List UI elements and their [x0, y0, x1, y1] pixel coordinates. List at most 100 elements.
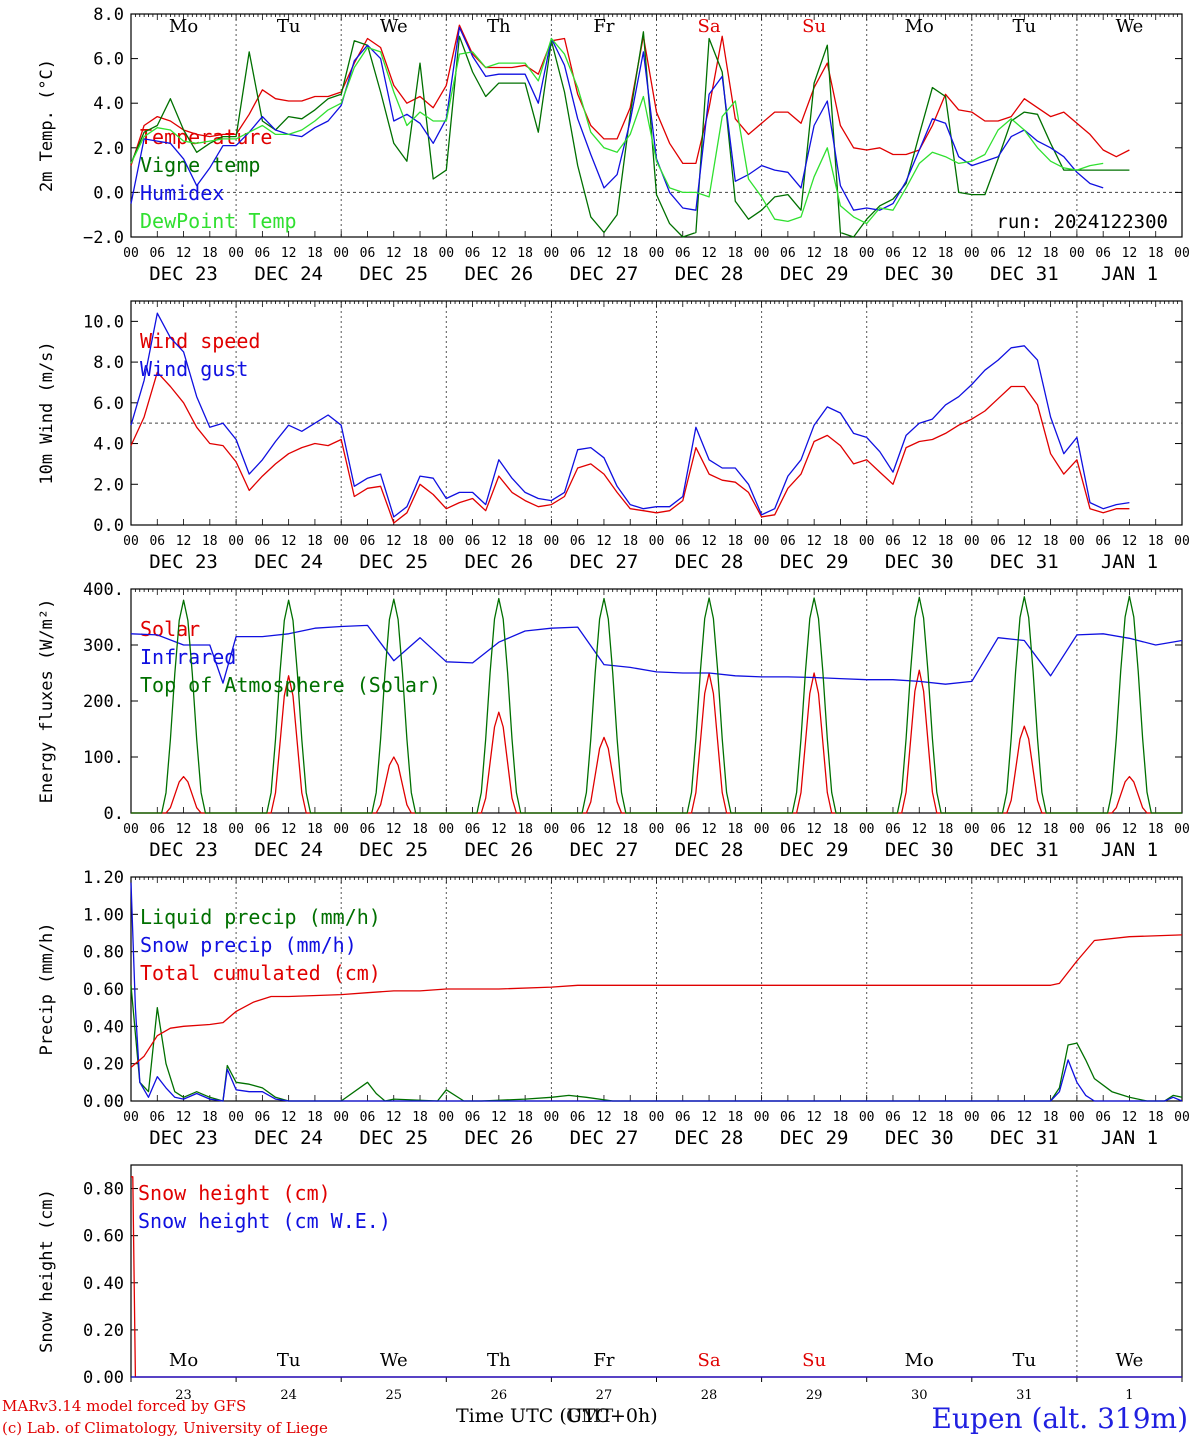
series-line — [131, 595, 1182, 814]
legend-entry: Snow height (cm) — [138, 1181, 331, 1205]
x-tick-label: 12 — [176, 246, 192, 261]
day-number: 24 — [280, 1388, 297, 1400]
legend-entry: Humidex — [140, 181, 224, 205]
x-tick-label: 00 — [859, 246, 875, 261]
x-tick-label: 12 — [596, 822, 612, 837]
x-tick-label: 06 — [990, 822, 1006, 837]
x-tick-label: 00 — [228, 534, 244, 549]
x-tick-label: 00 — [964, 534, 980, 549]
date-label: DEC 25 — [359, 839, 428, 861]
y-tick-label: 200. — [83, 692, 124, 712]
x-tick-label: 06 — [780, 534, 796, 549]
day-name: Th — [487, 16, 511, 37]
x-tick-label: 06 — [360, 1110, 376, 1125]
date-label: DEC 30 — [885, 551, 954, 573]
legend-entry: Vigne temp — [140, 153, 260, 177]
date-label: DEC 28 — [675, 551, 744, 573]
legend-entry: Snow precip (mm/h) — [140, 933, 357, 957]
x-tick-label: 06 — [570, 246, 586, 261]
day-name: Tu — [277, 1350, 301, 1371]
y-tick-label: 0. — [104, 804, 124, 824]
date-label: DEC 31 — [990, 551, 1059, 573]
x-tick-label: 12 — [911, 534, 927, 549]
x-tick-label: 12 — [806, 246, 822, 261]
legend-entry: DewPoint Temp — [140, 209, 297, 233]
x-tick-label: 12 — [176, 534, 192, 549]
date-label: DEC 25 — [359, 1127, 428, 1149]
x-tick-label: 18 — [412, 1110, 428, 1125]
x-tick-label: 06 — [255, 1110, 271, 1125]
x-tick-label: 06 — [1095, 1110, 1111, 1125]
date-label: DEC 29 — [780, 1127, 849, 1149]
series-line — [130, 24, 1130, 166]
x-tick-label: 18 — [1148, 246, 1164, 261]
x-tick-label: 00 — [228, 1110, 244, 1125]
legend-entry: Infrared — [140, 645, 236, 669]
x-tick-label: 18 — [517, 534, 533, 549]
x-tick-label: 18 — [622, 246, 638, 261]
date-label: DEC 26 — [465, 839, 534, 861]
x-tick-label: 06 — [1095, 534, 1111, 549]
x-tick-label: 12 — [386, 246, 402, 261]
y-tick-label: 4.0 — [93, 435, 124, 455]
y-tick-label: 6.0 — [93, 50, 124, 70]
day-name: Sa — [698, 16, 721, 37]
x-tick-label: 12 — [806, 822, 822, 837]
x-tick-label: 18 — [727, 1110, 743, 1125]
series-line — [130, 934, 1183, 1068]
date-label: DEC 28 — [675, 1127, 744, 1149]
x-tick-label: 18 — [1043, 822, 1059, 837]
legend-entry: Wind speed — [140, 329, 260, 353]
x-tick-label: 00 — [859, 1110, 875, 1125]
legend-entry: Liquid precip (mm/h) — [140, 905, 381, 929]
x-tick-label: 12 — [701, 246, 717, 261]
x-tick-label: 18 — [412, 246, 428, 261]
legend-entry: Wind gust — [140, 357, 248, 381]
y-tick-label: 2.0 — [93, 139, 124, 159]
date-label: DEC 28 — [675, 263, 744, 285]
x-tick-label: 18 — [307, 1110, 323, 1125]
y-tick-label: 100. — [83, 748, 124, 768]
date-label: DEC 26 — [465, 1127, 534, 1149]
x-tick-label: 06 — [570, 534, 586, 549]
x-tick-label: 00 — [123, 246, 139, 261]
x-tick-label: 00 — [1174, 246, 1190, 261]
run-label: run: 2024122300 — [996, 211, 1168, 233]
y-tick-label: 400. — [83, 580, 124, 600]
day-name: Tu — [277, 16, 301, 37]
x-tick-label: 00 — [438, 822, 454, 837]
x-tick-label: 18 — [202, 1110, 218, 1125]
x-tick-label: 00 — [544, 534, 560, 549]
x-tick-label: 00 — [964, 1110, 980, 1125]
day-number: 30 — [911, 1388, 928, 1400]
x-tick-label: 12 — [806, 1110, 822, 1125]
x-tick-label: 18 — [1043, 246, 1059, 261]
date-label: DEC 30 — [885, 263, 954, 285]
date-label: DEC 31 — [990, 263, 1059, 285]
y-tick-label: −2.0 — [83, 228, 124, 248]
x-tick-label: 00 — [1174, 822, 1190, 837]
x-tick-label: 12 — [176, 822, 192, 837]
x-tick-label: 18 — [938, 534, 954, 549]
date-label: DEC 26 — [465, 551, 534, 573]
x-tick-label: 12 — [701, 1110, 717, 1125]
x-tick-label: 12 — [1122, 534, 1138, 549]
day-name: Th — [487, 1350, 511, 1371]
x-tick-label: 18 — [727, 246, 743, 261]
series-line — [130, 312, 1130, 518]
date-label: DEC 23 — [149, 839, 218, 861]
x-tick-label: 12 — [806, 534, 822, 549]
y-tick-label: 10.0 — [83, 312, 124, 332]
date-label: JAN 1 — [1101, 839, 1158, 861]
x-tick-label: 12 — [1017, 534, 1033, 549]
x-tick-label: 18 — [1148, 822, 1164, 837]
date-label: DEC 27 — [570, 839, 639, 861]
x-tick-label: 18 — [727, 534, 743, 549]
x-tick-label: 06 — [255, 246, 271, 261]
series-line — [130, 985, 1183, 1102]
y-tick-label: 0.60 — [83, 1227, 124, 1247]
x-tick-label: 06 — [570, 822, 586, 837]
legend-entry: Top of Atmosphere (Solar) — [140, 673, 441, 697]
legend-entry: Total cumulated (cm) — [140, 961, 381, 985]
x-tick-label: 12 — [911, 246, 927, 261]
